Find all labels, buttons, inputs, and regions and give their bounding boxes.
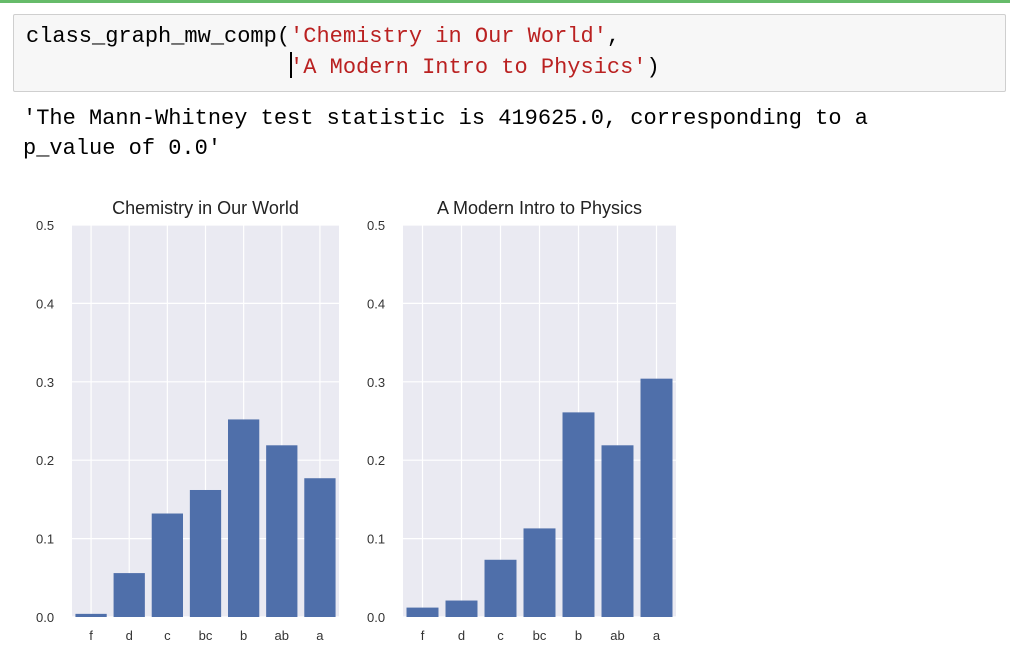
- y-tick-label: 0.2: [367, 453, 385, 468]
- code-cell-input[interactable]: class_graph_mw_comp('Chemistry in Our Wo…: [13, 14, 1006, 92]
- bar: [484, 559, 517, 617]
- output-line: p_value of 0.0': [23, 136, 222, 161]
- bar: [562, 412, 595, 617]
- x-tick-label: b: [240, 628, 247, 643]
- y-tick-label: 0.5: [367, 218, 385, 233]
- y-tick-label: 0.4: [36, 296, 54, 311]
- x-tick-label: f: [89, 628, 93, 643]
- bar: [445, 600, 478, 617]
- bar: [406, 607, 439, 617]
- x-tick-label: d: [126, 628, 133, 643]
- bar: [189, 489, 222, 617]
- y-tick-label: 0.1: [36, 532, 54, 547]
- y-tick-label: 0.4: [367, 296, 385, 311]
- output-line: 'The Mann-Whitney test statistic is 4196…: [23, 106, 868, 131]
- bar: [113, 573, 145, 617]
- y-tick-label: 0.3: [367, 375, 385, 390]
- chart-panel: 0.0 0.1 0.2 0.3 0.4 0.5 f d c bc b ab a A Modern Intr…: [367, 198, 676, 643]
- y-tick-label: 0.1: [367, 532, 385, 547]
- bar: [640, 378, 673, 617]
- bar: [151, 513, 183, 617]
- x-tick-label: ab: [275, 628, 289, 643]
- y-tick-label: 0.0: [367, 610, 385, 625]
- cell-output-text: 'The Mann-Whitney test statistic is 4196…: [23, 104, 868, 164]
- x-tick-label: bc: [533, 628, 547, 643]
- function-call-text: class_graph_mw_comp(: [26, 24, 291, 49]
- y-tick-label: 0.0: [36, 610, 54, 625]
- x-tick-label: d: [458, 628, 465, 643]
- bar: [523, 528, 556, 617]
- x-tick-label: c: [164, 628, 171, 643]
- y-tick-label: 0.3: [36, 375, 54, 390]
- code-punctuation: ): [646, 55, 660, 80]
- y-tick-label: 0.5: [36, 218, 54, 233]
- x-tick-label: b: [575, 628, 582, 643]
- string-literal: 'Chemistry in Our World': [290, 24, 607, 49]
- bar: [75, 613, 107, 617]
- code-punctuation: ,: [606, 24, 621, 49]
- chart-panel: 0.0 0.1 0.2 0.3 0.4 0.5 f d c bc b ab a Chemistry in …: [36, 198, 339, 643]
- y-tick-label: 0.2: [36, 453, 54, 468]
- chart-title: A Modern Intro to Physics: [437, 198, 642, 218]
- x-tick-label: f: [421, 628, 425, 643]
- x-tick-label: bc: [199, 628, 213, 643]
- code-line: class_graph_mw_comp('Chemistry in Our Wo…: [26, 22, 620, 52]
- code-line: 'A Modern Intro to Physics'): [26, 52, 660, 83]
- x-tick-label: ab: [610, 628, 624, 643]
- bar: [228, 419, 260, 617]
- x-tick-label: c: [497, 628, 504, 643]
- x-tick-label: a: [316, 628, 324, 643]
- text-cursor: [290, 52, 293, 78]
- string-literal: 'A Modern Intro to Physics': [290, 55, 647, 80]
- bar: [601, 445, 634, 617]
- bar: [304, 478, 336, 617]
- cell-top-border: [0, 0, 1010, 3]
- bar: [266, 445, 298, 617]
- chart-title: Chemistry in Our World: [112, 198, 299, 218]
- x-tick-label: a: [653, 628, 661, 643]
